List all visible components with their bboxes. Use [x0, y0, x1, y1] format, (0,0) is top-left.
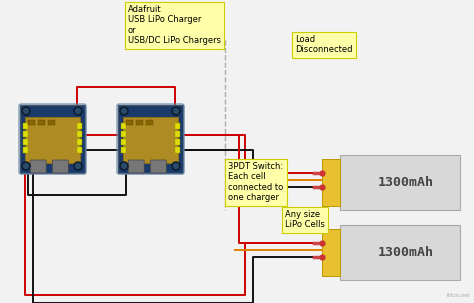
Circle shape [121, 108, 127, 114]
FancyBboxPatch shape [128, 160, 144, 173]
Circle shape [75, 108, 81, 114]
Bar [23, 147, 28, 153]
Circle shape [173, 164, 179, 168]
Bar [322, 159, 340, 206]
Bar [23, 131, 28, 137]
Circle shape [22, 162, 30, 170]
Text: fritzis.net: fritzis.net [447, 293, 470, 298]
Bar [123, 117, 178, 163]
Bar [48, 120, 55, 125]
Bar [77, 123, 82, 129]
Bar [175, 147, 180, 153]
FancyBboxPatch shape [30, 160, 46, 173]
Circle shape [172, 107, 180, 115]
Bar [340, 225, 460, 280]
Text: 3PDT Switch:
Each cell
connected to
one charger: 3PDT Switch: Each cell connected to one … [228, 162, 283, 202]
Bar [175, 139, 180, 145]
Circle shape [172, 162, 180, 170]
Bar [23, 123, 28, 129]
Bar [136, 120, 143, 125]
Bar [118, 105, 183, 173]
Bar [121, 131, 126, 137]
Bar [175, 123, 180, 129]
Circle shape [74, 107, 82, 115]
Text: 1300mAh: 1300mAh [378, 246, 434, 259]
Bar [126, 120, 133, 125]
Bar [146, 120, 153, 125]
Circle shape [120, 107, 128, 115]
Text: Any size
LiPo Cells: Any size LiPo Cells [285, 210, 325, 229]
Text: Adafruit
USB LiPo Charger
or
USB/DC LiPo Chargers: Adafruit USB LiPo Charger or USB/DC LiPo… [128, 5, 221, 45]
Circle shape [120, 162, 128, 170]
Circle shape [74, 162, 82, 170]
Bar [121, 139, 126, 145]
Bar [20, 105, 85, 173]
Bar [340, 155, 460, 210]
Circle shape [75, 164, 81, 168]
Bar [77, 139, 82, 145]
Circle shape [24, 108, 28, 114]
Circle shape [24, 164, 28, 168]
Bar [175, 131, 180, 137]
Bar [77, 147, 82, 153]
Bar [28, 120, 35, 125]
Circle shape [173, 108, 179, 114]
Text: Load
Disconnected: Load Disconnected [295, 35, 353, 55]
FancyBboxPatch shape [52, 160, 68, 173]
Bar [38, 120, 45, 125]
Circle shape [22, 107, 30, 115]
Bar [121, 123, 126, 129]
Bar [121, 147, 126, 153]
Bar [77, 131, 82, 137]
Bar [25, 117, 80, 163]
Bar [23, 139, 28, 145]
Circle shape [121, 164, 127, 168]
Bar [322, 229, 340, 276]
Text: 1300mAh: 1300mAh [378, 176, 434, 189]
FancyBboxPatch shape [150, 160, 166, 173]
